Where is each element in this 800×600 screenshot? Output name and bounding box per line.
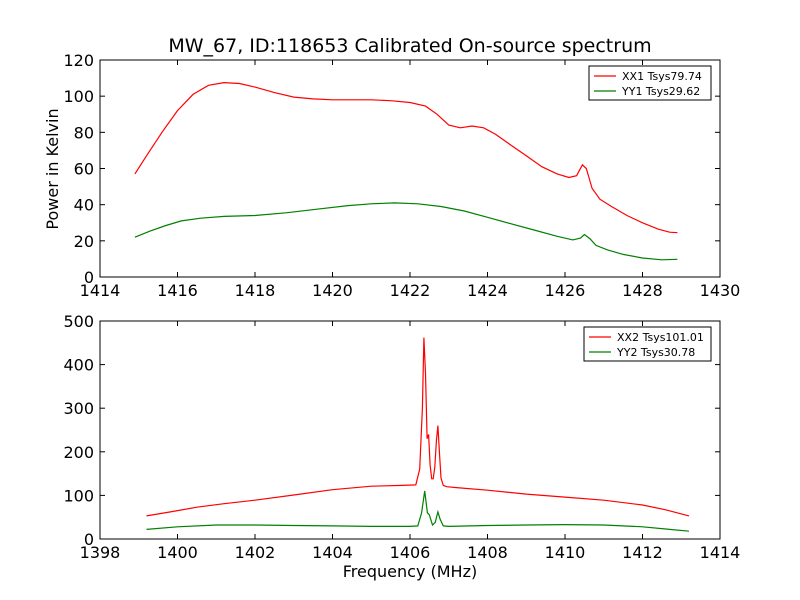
x-tick-label: 1428	[622, 281, 663, 300]
x-tick-label: 1410	[545, 543, 586, 562]
top-plot-panel: 1414 1416 1418 1420 1422 1424 1426 1428 1430 0 20 4…	[63, 51, 740, 300]
y-tick-label: 0	[84, 530, 94, 549]
y-tick-label: 500	[63, 312, 94, 331]
y-tick-label: 0	[84, 268, 94, 287]
legend-box	[583, 326, 712, 362]
legend: XX1 Tsys79.74 YY1 Tsys29.62	[588, 65, 712, 101]
legend-label: XX2 Tsys101.01	[617, 331, 704, 344]
x-tick-label: 1426	[545, 281, 586, 300]
y-tick-label: 200	[63, 443, 94, 462]
y-tick-label: 60	[74, 160, 94, 179]
legend-label: YY2 Tsys30.78	[616, 346, 695, 359]
legend: XX2 Tsys101.01 YY2 Tsys30.78	[583, 326, 712, 362]
y-tick-label: 400	[63, 356, 94, 375]
x-tick-label: 1424	[467, 281, 508, 300]
x-tick-label: 1414	[700, 543, 741, 562]
y-tick-label: 120	[63, 51, 94, 70]
legend-label: XX1 Tsys79.74	[622, 70, 702, 83]
bottom-plot-panel: 1398 1400 1402 1404 1406 1408 1410 1412 1414 0 100…	[63, 312, 740, 562]
y-tick-label: 100	[63, 486, 94, 505]
x-tick-label: 1398	[80, 543, 121, 562]
x-tick-label: 1418	[235, 281, 276, 300]
y-tick-label: 80	[74, 123, 94, 142]
x-tick-label: 1420	[312, 281, 353, 300]
x-tick-label: 1430	[700, 281, 741, 300]
x-tick-label: 1402	[235, 543, 276, 562]
series-line-xx2	[146, 337, 690, 517]
series-line-yy1	[134, 202, 678, 261]
y-tick-label: 20	[74, 232, 94, 251]
y-tick-label: 300	[63, 399, 94, 418]
x-tick-label: 1400	[157, 543, 198, 562]
x-tick-label: 1422	[390, 281, 431, 300]
legend-label: YY1 Tsys29.62	[621, 85, 700, 98]
chart-title: MW_67, ID:118653 Calibrated On-source sp…	[168, 35, 651, 57]
series-line-yy2	[146, 490, 690, 532]
series-line-xx1	[134, 81, 678, 234]
y-tick-label: 100	[63, 87, 94, 106]
x-tick-label: 1408	[467, 543, 508, 562]
legend-box	[588, 65, 712, 101]
x-axis-label: Frequency (MHz)	[343, 562, 477, 581]
x-tick-label: 1412	[622, 543, 663, 562]
y-axis-label: Power in Kelvin	[43, 108, 62, 229]
x-tick-label: 1404	[312, 543, 353, 562]
x-tick-label: 1406	[390, 543, 431, 562]
x-tick-label: 1416	[157, 281, 198, 300]
x-tick-label: 1414	[80, 281, 121, 300]
y-tick-label: 40	[74, 196, 94, 215]
